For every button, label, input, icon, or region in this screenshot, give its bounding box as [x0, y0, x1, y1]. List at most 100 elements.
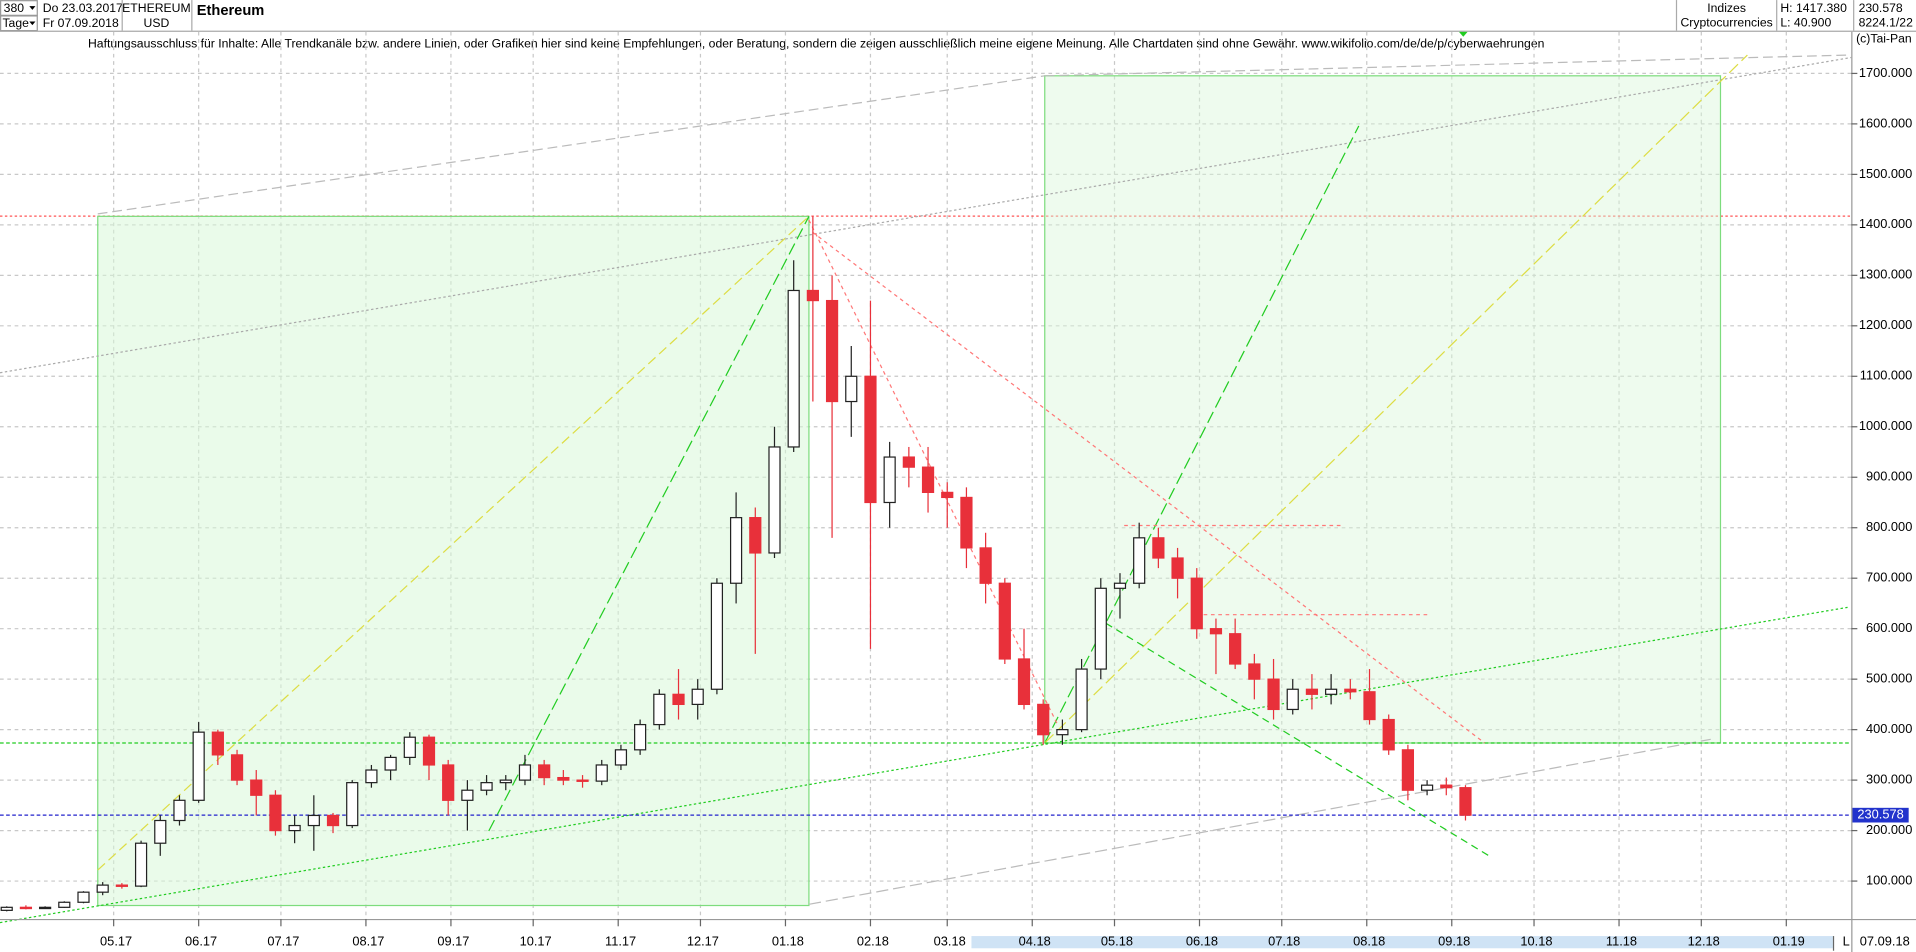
candle-body: [557, 776, 570, 781]
x-tick-label: 08.18: [1353, 934, 1385, 949]
y-tick-label: 800.000: [1866, 519, 1912, 534]
instrument-name: Ethereum: [197, 3, 265, 19]
high: H: 1417.380: [1780, 1, 1847, 15]
trend-line: [1044, 54, 1848, 77]
candle-body: [1094, 587, 1107, 670]
x-tick-label: 02.18: [857, 934, 889, 949]
copyright: (c)Tai-Pan: [1856, 31, 1912, 45]
candle-body: [749, 517, 762, 554]
x-tick-label: 12.17: [687, 934, 719, 949]
end-date: Fr 07.09.2018: [43, 16, 119, 30]
candle-body: [1017, 658, 1031, 706]
candle-body: [1286, 688, 1299, 711]
candle-body: [1382, 718, 1395, 751]
candle-body: [576, 779, 589, 782]
x-tick-label: 05.17: [100, 934, 132, 949]
scroll-range[interactable]: [971, 936, 1833, 949]
candle-body: [787, 289, 800, 448]
y-tick-label: 200.000: [1866, 822, 1912, 837]
candle-body: [1344, 688, 1357, 693]
x-tick-label: 04.18: [1019, 934, 1051, 949]
y-tick-label: 300.000: [1866, 772, 1912, 787]
candle-body: [1171, 557, 1184, 579]
candle-body: [192, 731, 205, 801]
candle-body: [77, 891, 90, 903]
candle-body: [1190, 577, 1203, 630]
x-tick-label: 06.17: [185, 934, 217, 949]
candle-body: [115, 884, 128, 887]
x-tick-label: 11.18: [1606, 934, 1637, 949]
x-tick-label: 08.17: [352, 934, 384, 949]
x-tick-label: 12.18: [1688, 934, 1720, 949]
x-tick-label: 11.17: [605, 934, 636, 949]
candle-body: [58, 901, 71, 908]
candle-body: [1459, 787, 1472, 816]
candle-body: [442, 764, 455, 801]
candle-body: [825, 299, 839, 403]
candle-body: [173, 799, 186, 822]
x-tick-label: 01.19: [1773, 934, 1805, 949]
y-tick-label: 1000.000: [1859, 418, 1913, 433]
x-tick-label: 03.18: [934, 934, 966, 949]
trend-line: [1044, 54, 1748, 744]
range-box: [97, 215, 810, 907]
y-tick-label: 500.000: [1866, 671, 1912, 686]
period-count: 380: [4, 1, 25, 15]
x-tick-label: 05.18: [1101, 934, 1133, 949]
trend-line: [488, 216, 810, 832]
x-tick-label: 06.18: [1186, 934, 1218, 949]
trend-line: [812, 231, 1486, 744]
start-date: Do 23.03.2017: [43, 1, 123, 15]
candle-body: [864, 375, 877, 504]
candle-body: [499, 779, 512, 784]
footer-mode: L: [1843, 934, 1850, 949]
counter: 8224.1/22: [1859, 15, 1914, 29]
y-tick-label: 400.000: [1866, 721, 1912, 736]
trend-line: [97, 75, 1045, 215]
candle-body: [921, 466, 935, 494]
candle-body: [595, 764, 608, 782]
candle-body: [1401, 749, 1415, 791]
y-tick-label: 1300.000: [1859, 267, 1913, 282]
candle-body: [384, 756, 397, 771]
trend-line: [0, 56, 1852, 374]
header: 380 Tage Do 23.03.2017 Fr 07.09.2018 ETH…: [0, 0, 1916, 50]
candle-body: [941, 491, 954, 499]
candle-body: [461, 789, 474, 801]
y-tick-label: 1600.000: [1859, 115, 1913, 130]
x-tick-label: 07.17: [267, 934, 299, 949]
candle-body: [365, 769, 378, 784]
marker: [1458, 31, 1468, 37]
candle-body: [845, 375, 858, 403]
dropdown-arrow: [29, 6, 36, 10]
candle-body: [1075, 668, 1088, 731]
candle-body: [1113, 582, 1127, 589]
y-tick-label: 1200.000: [1859, 317, 1913, 332]
subgroup: Cryptocurrencies: [1680, 15, 1772, 29]
candle-body: [1152, 537, 1165, 559]
disclaimer: Haftungsausschluss für Inhalte: Alle Tre…: [88, 36, 1544, 50]
candle-body: [134, 842, 148, 887]
candle-body: [1037, 703, 1050, 736]
candle-body: [902, 456, 915, 468]
group: Indizes: [1707, 1, 1746, 15]
last: 230.578: [1859, 1, 1903, 15]
x-tick-label: 09.17: [437, 934, 469, 949]
candle-body: [634, 723, 647, 751]
candle-body: [979, 547, 992, 584]
candle-body: [1229, 633, 1242, 665]
candle-body: [38, 906, 52, 910]
x-tick-label: 09.18: [1438, 934, 1470, 949]
y-tick-label: 700.000: [1866, 570, 1912, 585]
x-tick-label: 07.18: [1268, 934, 1300, 949]
candles: [0, 216, 1852, 912]
y-tick-label: 900.000: [1866, 469, 1912, 484]
y-tick-label: 600.000: [1866, 620, 1912, 635]
candle-body: [288, 824, 301, 832]
y-tick-label: 1100.000: [1860, 368, 1913, 383]
candle-body: [710, 582, 724, 690]
candle-body: [691, 688, 704, 706]
y-tick-label: 100.000: [1866, 872, 1912, 887]
trend-line: [808, 738, 1711, 905]
